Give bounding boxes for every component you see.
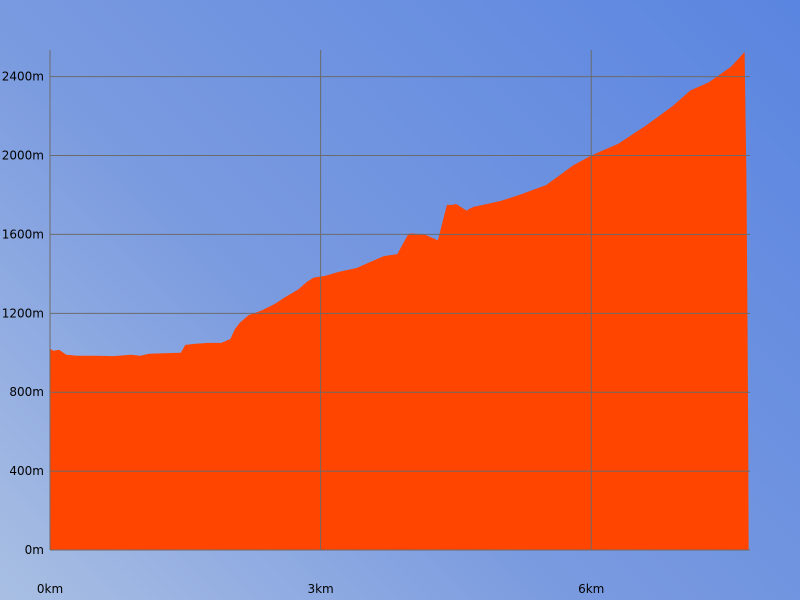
x-tick-label-1: 3km (307, 582, 333, 596)
x-tick-label-0: 0km (37, 582, 63, 596)
y-tick-label-2: 800m (9, 385, 44, 399)
y-tick-label-3: 1200m (2, 306, 44, 320)
x-axis-tick-labels: 0km 3km 6km (37, 582, 605, 596)
y-tick-label-1: 400m (9, 464, 44, 478)
x-tick-label-2: 6km (578, 582, 604, 596)
y-tick-label-6: 2400m (2, 70, 44, 84)
elevation-area-series-0 (50, 51, 750, 550)
y-axis-tick-labels: 0m 400m 800m 1200m 1600m 2000m 2400m (2, 70, 44, 557)
y-tick-label-5: 2000m (2, 149, 44, 163)
y-tick-label-4: 1600m (2, 227, 44, 241)
grid-layer (49, 50, 750, 551)
y-tick-label-0: 0m (25, 543, 44, 557)
area-layer (50, 51, 750, 550)
